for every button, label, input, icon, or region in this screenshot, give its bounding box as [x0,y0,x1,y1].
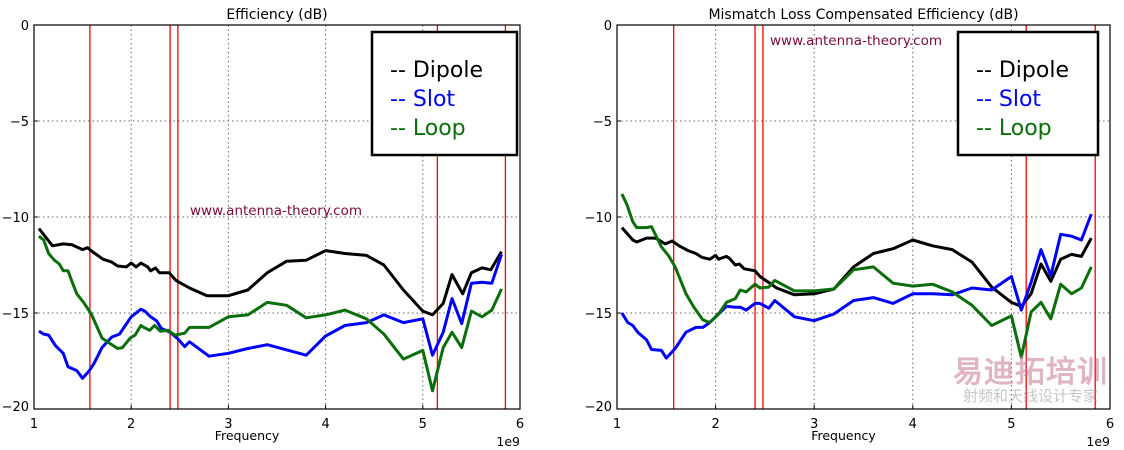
series-line-slot [620,213,1093,360]
y-tick-label: −20 [2,400,29,415]
x-tick-label: 5 [1007,417,1015,432]
legend: -- Dipole -- Slot -- Loop [956,30,1100,157]
y-tick-label: −10 [585,211,612,226]
y-tick-label: −15 [2,307,29,322]
plot-frame [33,24,521,410]
series-line-loop [37,235,503,393]
x-tick-label: 4 [321,417,329,432]
series-line-dipole [620,226,1093,308]
x-tick-label: 3 [810,417,818,432]
annotation-text: www.antenna-theory.com [770,33,942,49]
y-tick-label: −10 [2,211,29,226]
series-line-loop [620,193,1093,359]
chart-1: 1 2 3 4 5 6 0 −5 −10 −15 −20 www.antenna-theory.com… [2,7,525,449]
y-tick-label: −5 [10,115,29,130]
x-tick-label: 6 [1106,417,1114,432]
legend-entry: -- Loop [976,116,1052,141]
x-tick-label: 6 [516,417,524,432]
y-tick-label: −5 [593,115,612,130]
legend-box [956,30,1100,157]
chart-title: Mismatch Loss Compensated Efficiency (dB… [708,7,1018,23]
legend-entry: -- Dipole [976,58,1069,83]
x-tick-label: 1 [30,417,38,432]
x-tick-label: 5 [419,417,427,432]
series-line-slot [38,253,503,380]
x-axis-label: Frequency [215,428,280,443]
x-tick-label: 3 [224,417,232,432]
legend-entry: -- Slot [976,87,1041,112]
y-tick-label: −20 [585,400,612,415]
legend-entry: -- Slot [390,87,455,112]
legend-entry: -- Loop [390,116,466,141]
y-tick-label: −15 [585,307,612,322]
x-offset-label: 1e9 [1086,434,1110,449]
plot-frame [616,24,1111,410]
chart-title: Efficiency (dB) [226,7,327,23]
series-line-dipole [37,227,503,317]
x-tick-label: 1 [613,417,621,432]
chart-2: 1 2 3 4 5 6 0 −5 −10 −15 −20 www.antenna-theory.com… [585,7,1115,449]
x-tick-label: 4 [909,417,917,432]
annotation-text: www.antenna-theory.com [190,203,362,219]
legend-entry: -- Dipole [390,58,483,83]
y-tick-label: 0 [21,19,29,34]
y-tick-label: 0 [604,19,612,34]
legend: -- Dipole -- Slot -- Loop [370,30,519,157]
x-tick-label: 2 [127,417,135,432]
legend-box [370,30,519,157]
x-axis-label: Frequency [811,428,876,443]
x-tick-label: 2 [711,417,719,432]
x-offset-label: 1e9 [496,434,520,449]
